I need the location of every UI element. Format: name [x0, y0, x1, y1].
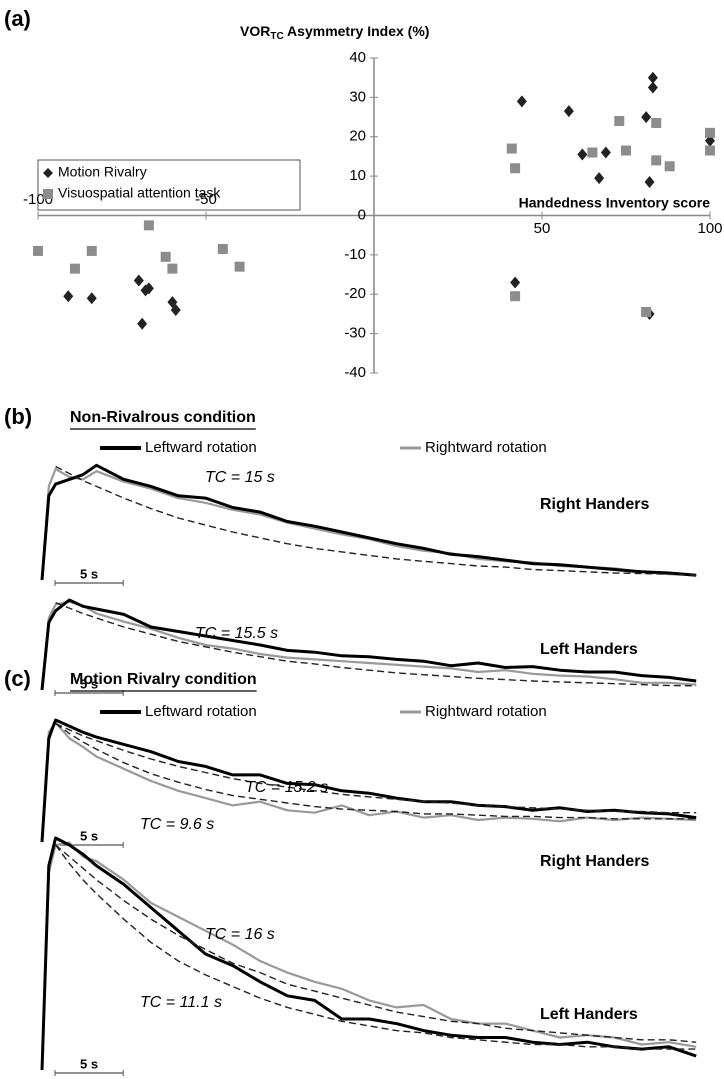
y-axis-title-subscript: TC	[270, 31, 283, 42]
diamond-marker	[137, 317, 148, 330]
trace-line	[40, 463, 697, 581]
square-marker	[641, 306, 652, 317]
square-marker	[614, 116, 625, 126]
square-marker	[587, 147, 598, 158]
square-marker	[651, 117, 662, 128]
y-tick-label: 20	[349, 128, 366, 145]
fit-line	[55, 602, 697, 687]
y-tick-label: 30	[349, 88, 366, 105]
y-tick-label: -20	[344, 285, 366, 302]
square-marker	[160, 251, 171, 262]
subplot-title: Right Handers	[540, 853, 649, 870]
y-axis-title-part: VOR	[240, 23, 270, 39]
square-marker	[234, 261, 245, 272]
diamond-marker	[577, 148, 588, 161]
scale-bar-label: 5 s	[80, 1056, 98, 1071]
panel-label: (b)	[4, 404, 32, 429]
x-tick-label: 100	[697, 220, 722, 237]
y-tick-label: 10	[349, 167, 366, 184]
panel-title: Non-Rivalrous condition	[70, 409, 256, 426]
square-marker	[705, 127, 715, 138]
legend-label: Visuospatial attention task	[58, 185, 221, 201]
fit-annotation: TC = 16 s	[205, 926, 275, 943]
square-marker	[506, 143, 517, 154]
trace-line	[40, 600, 697, 691]
panel-title: Motion Rivalry condition	[70, 671, 257, 688]
y-tick-label: 0	[358, 206, 366, 223]
diamond-marker	[510, 276, 521, 289]
legend-label: Rightward rotation	[425, 703, 547, 720]
diamond-marker	[516, 95, 527, 108]
legend-label: Leftward rotation	[145, 439, 257, 456]
diamond-marker	[600, 146, 611, 159]
scale-bar-label: 5 s	[80, 676, 98, 691]
diamond-marker	[86, 292, 97, 305]
square-marker	[33, 245, 43, 256]
fit-line	[55, 723, 697, 820]
diamond-marker	[594, 172, 605, 185]
subplot-title: Left Handers	[540, 641, 638, 658]
diamond-marker	[647, 81, 658, 94]
fit-annotation: TC = 9.6 s	[140, 816, 214, 833]
square-marker	[167, 263, 178, 274]
square-marker	[143, 220, 154, 231]
square-marker	[86, 245, 97, 256]
square-marker	[69, 263, 80, 274]
panel-label: (c)	[4, 666, 31, 691]
square-marker	[510, 291, 521, 302]
square-marker	[651, 155, 662, 166]
trace-line	[40, 467, 697, 581]
fit-line	[55, 465, 697, 576]
diamond-marker	[63, 290, 74, 303]
diamond-marker	[143, 282, 154, 295]
trace-line	[40, 721, 697, 843]
square-marker	[621, 145, 631, 156]
y-tick-label: -40	[344, 364, 366, 381]
fit-annotation: TC = 11.1 s	[140, 994, 222, 1011]
x-axis-title: Handedness Inventory score	[519, 195, 711, 211]
legend-box	[37, 159, 301, 211]
fit-line	[55, 844, 697, 1050]
legend-label: Rightward rotation	[425, 439, 547, 456]
scale-bar-label: 5 s	[80, 828, 98, 843]
diamond-marker	[644, 176, 655, 189]
legend-marker	[43, 168, 53, 178]
fit-annotation: TC = 15.5 s	[195, 625, 278, 642]
subplot-title: Right Handers	[540, 496, 649, 513]
y-tick-label: 40	[349, 49, 366, 66]
legend-label: Motion Rivalry	[58, 164, 147, 180]
diamond-marker	[641, 111, 652, 124]
y-tick-label: -10	[344, 246, 366, 263]
trace-line	[40, 598, 697, 691]
subplot-title: Left Handers	[540, 1006, 638, 1023]
square-marker	[510, 163, 521, 174]
x-tick-label: -50	[195, 191, 217, 208]
fit-annotation: TC = 15.2 s	[245, 779, 328, 796]
diamond-marker	[647, 71, 658, 84]
x-tick-label: 50	[534, 220, 551, 237]
panel-label: (a)	[4, 6, 31, 31]
y-axis-title: VORTC Asymmetry Index (%)	[240, 23, 429, 42]
y-tick-label: -30	[344, 325, 366, 342]
legend-marker	[43, 189, 53, 199]
legend-label: Leftward rotation	[145, 703, 257, 720]
y-axis-title-part: Asymmetry Index (%)	[284, 23, 430, 39]
fit-line	[55, 723, 697, 814]
trace-line	[40, 836, 697, 1071]
fit-annotation: TC = 15 s	[205, 469, 275, 486]
diamond-marker	[563, 105, 574, 118]
scale-bar-label: 5 s	[80, 566, 98, 581]
fit-line	[55, 844, 697, 1043]
square-marker	[705, 145, 715, 156]
diamond-marker	[133, 274, 144, 287]
diamond-marker	[170, 304, 181, 316]
square-marker	[664, 161, 675, 172]
square-marker	[217, 243, 228, 254]
